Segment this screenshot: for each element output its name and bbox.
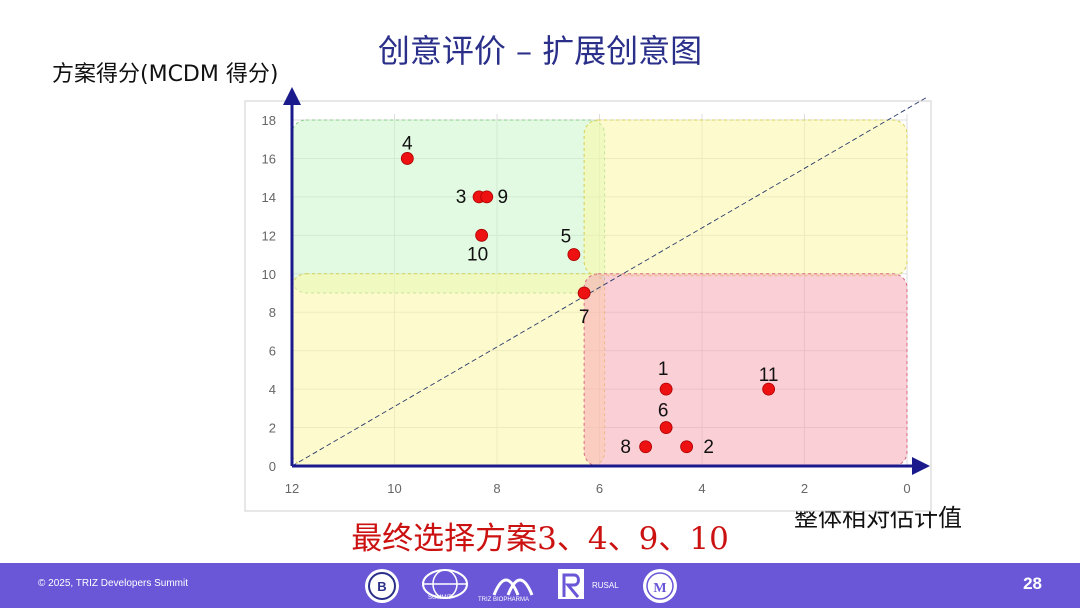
- y-tick-label: 8: [269, 305, 276, 320]
- data-point-11: [762, 382, 776, 396]
- y-tick-label: 14: [262, 190, 276, 205]
- summit-logo-text: SUMMIT: [428, 595, 452, 601]
- data-label-2: 2: [703, 437, 714, 458]
- triz-association-logo: M: [643, 569, 677, 603]
- x-tick-label: 0: [903, 481, 910, 496]
- data-point-5: [567, 248, 581, 261]
- conclusion-text: 最终选择方案3、4、9、10: [351, 521, 729, 557]
- data-point-7: [577, 286, 591, 300]
- y-tick-label: 18: [262, 113, 276, 128]
- svg-text:M: M: [653, 581, 666, 596]
- data-label-8: 8: [620, 437, 631, 458]
- region-top-right: [583, 119, 908, 277]
- y-tick-label: 4: [269, 382, 276, 397]
- data-label-6: 6: [658, 401, 669, 422]
- region-bottom-left: [291, 273, 606, 467]
- triz-biopharma-logo: [492, 578, 534, 596]
- y-axis-label: 方案得分(MCDM 得分): [52, 62, 279, 87]
- data-label-7: 7: [579, 307, 590, 328]
- page-number: 28: [1023, 574, 1042, 593]
- y-tick-label: 16: [262, 151, 276, 166]
- x-tick-label: 6: [596, 481, 603, 496]
- region-bottom-right: [583, 273, 908, 467]
- footer-bar: © 2025, TRIZ Developers Summit B SUMMIT …: [0, 563, 1080, 608]
- y-tick-label: 2: [269, 421, 276, 436]
- data-point-4: [400, 152, 414, 165]
- data-label-10: 10: [467, 244, 488, 265]
- y-tick-label: 12: [262, 228, 276, 243]
- data-label-5: 5: [561, 227, 572, 248]
- copyright-text: © 2025, TRIZ Developers Summit: [38, 578, 189, 589]
- x-tick-label: 8: [493, 481, 500, 496]
- x-tick-label: 2: [801, 481, 808, 496]
- region-top-left: [291, 119, 606, 294]
- data-label-11: 11: [759, 365, 779, 386]
- data-point-2: [680, 440, 694, 454]
- data-label-1: 1: [658, 359, 669, 380]
- data-point-1: [659, 382, 673, 396]
- data-label-4: 4: [402, 133, 413, 154]
- rusal-logo-text: RUSAL: [592, 581, 619, 590]
- x-tick-label: 10: [387, 481, 401, 496]
- data-point-10: [475, 228, 489, 242]
- y-tick-label: 6: [269, 344, 276, 359]
- slide-title: 创意评价 – 扩展创意图: [377, 32, 703, 70]
- data-point-8: [639, 440, 653, 454]
- y-tick-label: 10: [262, 267, 276, 282]
- diagonal-reference-line: [291, 96, 928, 467]
- data-point-6: [659, 421, 673, 434]
- y-tick-label: 0: [269, 459, 276, 474]
- svg-text:B: B: [377, 579, 386, 594]
- triz-biopharma-logo-text: TRIZ BIOPHARMA: [478, 597, 530, 603]
- summit-logo: [422, 569, 468, 599]
- university-logo: B: [365, 569, 399, 603]
- x-tick-label: 12: [285, 481, 299, 496]
- data-label-3: 3: [456, 187, 467, 208]
- data-point-9: [480, 190, 494, 204]
- x-tick-label: 4: [698, 481, 705, 496]
- rusal-logo: [558, 569, 584, 599]
- data-label-9: 9: [497, 187, 508, 208]
